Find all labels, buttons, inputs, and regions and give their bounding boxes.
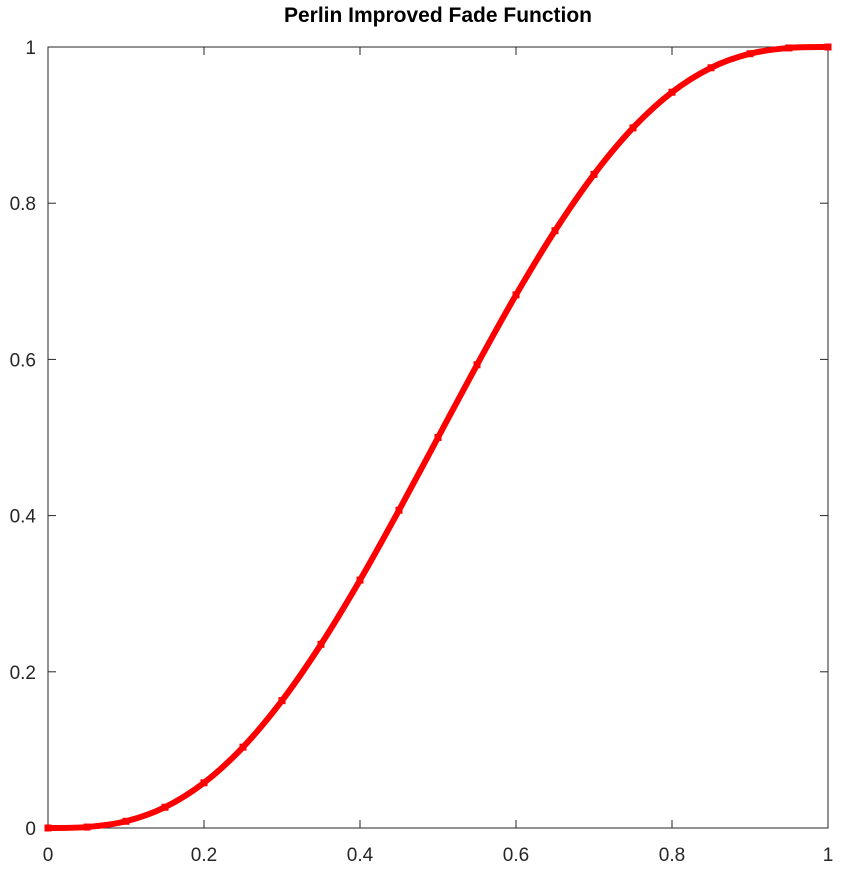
data-point [395, 506, 403, 514]
x-tick-label: 0.8 [659, 845, 685, 866]
data-point [590, 170, 598, 178]
x-tick-label: 0.2 [191, 845, 217, 866]
data-point [668, 88, 676, 96]
y-tick-label: 0.2 [10, 663, 36, 684]
data-point [161, 803, 169, 811]
y-tick-label: 1 [25, 38, 36, 59]
data-point [512, 291, 520, 299]
y-tick-label: 0.4 [10, 507, 37, 528]
series-layer [44, 43, 832, 832]
x-tick-label: 0 [43, 845, 54, 866]
data-point [551, 227, 559, 235]
data-point [278, 697, 286, 705]
y-tick-label: 0 [25, 819, 36, 840]
ticks-layer: 0 0.2 0.4 0.6 0.8 1 0 0.2 0.4 0.6 0.8 1 [10, 38, 834, 866]
data-point [317, 640, 325, 648]
data-point [629, 124, 637, 132]
x-tick-label: 1 [823, 845, 834, 866]
data-point [707, 64, 715, 72]
data-point [824, 43, 832, 51]
data-point [473, 361, 481, 369]
data-point [200, 779, 208, 787]
x-tick-label: 0.6 [503, 845, 529, 866]
data-point [239, 743, 247, 751]
data-point [356, 576, 364, 584]
data-point [785, 44, 793, 52]
data-point [434, 434, 442, 441]
data-point [83, 823, 91, 831]
data-point [122, 817, 130, 825]
data-point [746, 50, 754, 58]
y-tick-label: 0.8 [10, 194, 36, 215]
chart-title: Perlin Improved Fade Function [284, 4, 592, 27]
data-point [44, 824, 52, 832]
y-tick-label: 0.6 [10, 350, 36, 371]
x-tick-label: 0.4 [347, 845, 374, 866]
